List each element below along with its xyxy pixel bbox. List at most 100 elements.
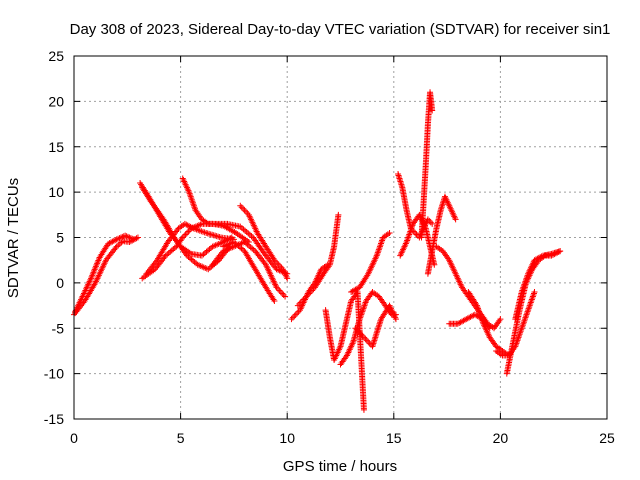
data-point-marker (520, 319, 527, 326)
data-point-marker (237, 202, 244, 209)
data-point-marker (523, 311, 530, 318)
x-tick-label: 20 (493, 430, 509, 446)
y-tick-label: 0 (56, 275, 64, 291)
data-point-marker (405, 232, 412, 239)
data-point-marker (557, 248, 564, 255)
data-point-marker (90, 269, 97, 276)
tick-labels: 0 5 10 15 20 25 -15 -10 -5 0 5 10 15 20 25 (44, 48, 615, 446)
data-point-marker (519, 322, 526, 329)
data-point-marker (378, 239, 385, 246)
data-point-marker (429, 220, 436, 227)
data-point-marker (475, 307, 482, 314)
data-point-marker (88, 273, 95, 280)
data-point-marker (271, 298, 278, 305)
series-track-19 (418, 89, 436, 241)
data-point-marker (361, 302, 368, 309)
data-point-marker (92, 264, 99, 271)
data-point-marker (240, 205, 247, 212)
x-tick-label: 10 (279, 430, 295, 446)
y-tick-label: 20 (48, 93, 64, 109)
data-point-marker (376, 245, 383, 252)
data-point-marker (115, 235, 122, 242)
series-track-2 (72, 232, 137, 315)
data-point-marker (363, 337, 370, 344)
data-point-marker (292, 311, 299, 318)
data-point-marker (525, 305, 532, 312)
data-point-marker (280, 291, 287, 298)
data-point-marker (522, 313, 529, 320)
series-track-26 (512, 248, 564, 323)
data-point-marker (238, 204, 245, 211)
data-point-marker (93, 261, 100, 268)
y-axis-label: SDTVAR / TECUs (5, 178, 22, 298)
data-point-marker (405, 234, 412, 241)
data-point-marker (183, 229, 190, 236)
data-point-marker (284, 275, 291, 282)
data-point-marker (187, 193, 194, 200)
data-point-marker (127, 235, 134, 242)
data-point-marker (379, 237, 386, 244)
data-point-marker (429, 107, 436, 114)
data-point-marker (191, 205, 198, 212)
data-point-marker (113, 236, 120, 243)
data-point-marker (112, 237, 119, 244)
data-point-marker (375, 246, 382, 253)
data-point-marker (88, 275, 95, 282)
data-point-marker (117, 234, 124, 241)
data-point-marker (237, 223, 244, 230)
data-point-marker (528, 296, 535, 303)
data-point-marker (525, 307, 532, 314)
data-point-marker (360, 304, 367, 311)
data-point-marker (294, 310, 301, 317)
data-point-marker (392, 316, 399, 323)
data-point-marker (248, 233, 255, 240)
data-point-marker (524, 310, 531, 317)
data-point-marker (95, 257, 102, 264)
data-point-marker (188, 224, 195, 231)
series-track-15 (348, 229, 393, 295)
data-point-marker (375, 248, 382, 255)
series-track-6 (143, 220, 237, 277)
data-point-marker (522, 314, 529, 321)
data-point-marker (89, 270, 96, 277)
data-point-marker (89, 272, 96, 279)
data-point-marker (377, 242, 384, 249)
x-tick-label: 15 (386, 430, 402, 446)
data-point-marker (241, 207, 248, 214)
y-tick-label: -15 (44, 411, 64, 427)
data-point-marker (188, 195, 195, 202)
data-point-marker (282, 293, 289, 300)
data-point-marker (407, 226, 414, 233)
data-point-marker (240, 226, 247, 233)
data-point-marker (452, 216, 459, 223)
data-point-marker (95, 255, 102, 262)
data-point-marker (360, 406, 367, 413)
series-track-14 (337, 288, 399, 368)
x-axis-label: GPS time / hours (283, 458, 397, 475)
data-point-marker (245, 230, 252, 237)
data-point-marker (190, 201, 197, 208)
data-point-marker (188, 196, 195, 203)
data-point-marker (528, 298, 535, 305)
data-point-marker (277, 288, 284, 295)
data-point-marker (521, 316, 528, 323)
data-point-marker (529, 295, 536, 301)
data-point-marker (497, 316, 504, 323)
data-point-marker (527, 299, 534, 306)
data-point-marker (242, 208, 249, 215)
data-point-marker (134, 234, 141, 241)
data-point-marker (365, 338, 372, 345)
y-tick-label: -10 (44, 366, 64, 382)
data-point-marker (189, 198, 196, 205)
data-point-marker (115, 242, 122, 249)
data-point-marker (386, 229, 393, 236)
data-point-marker (526, 302, 533, 309)
plot-marks (71, 89, 564, 413)
data-point-marker (94, 258, 101, 265)
series-track-16 (352, 302, 399, 350)
data-point-marker (122, 232, 129, 239)
y-tick-label: 10 (48, 184, 64, 200)
data-point-marker (378, 240, 385, 247)
y-tick-label: -5 (52, 320, 65, 336)
